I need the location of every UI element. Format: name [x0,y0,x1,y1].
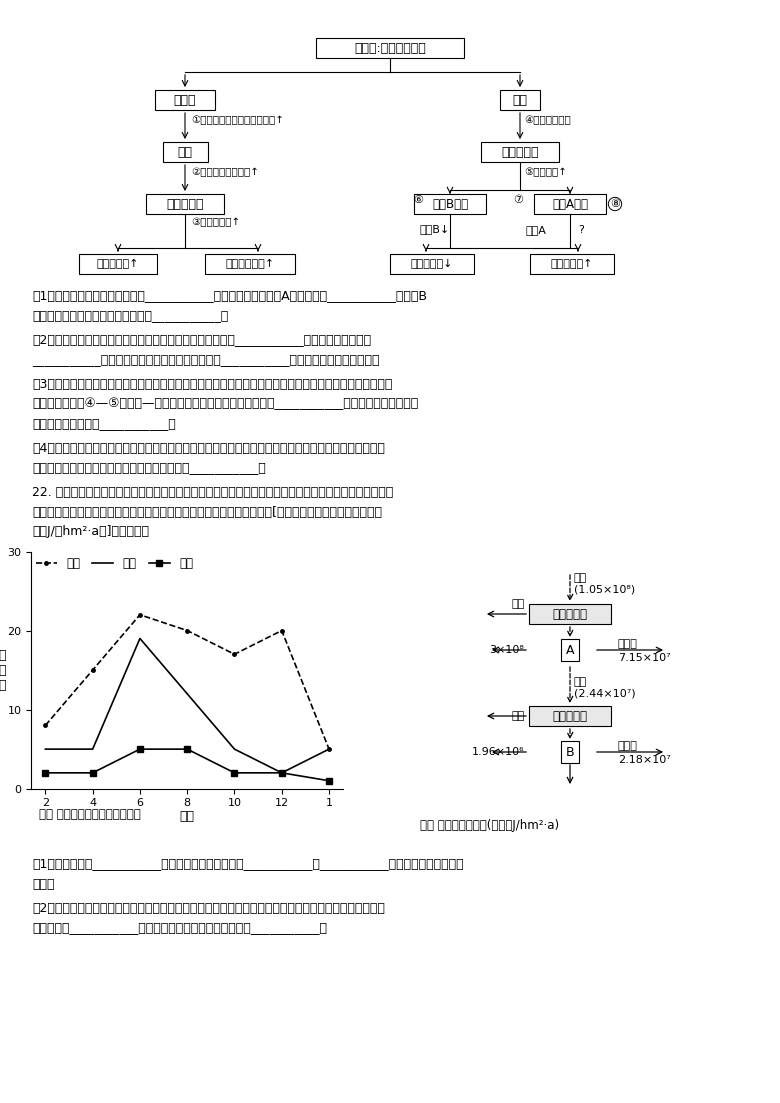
Text: 7.15×10⁷: 7.15×10⁷ [618,653,671,663]
Text: B: B [566,746,574,759]
Bar [414,194,486,214]
Text: ⑧: ⑧ [610,199,620,208]
中度 [183,687,192,700]
Text: (1.05×10⁸): (1.05×10⁸) [574,585,635,595]
Bar [162,142,207,162]
Bar [316,38,464,58]
X-axis label: 月份: 月份 [179,810,195,823]
Text: ③糖皮质激素↑: ③糖皮质激素↑ [191,217,240,227]
Text: 与糖皮质激素在血糖调节中的关系是___________。: 与糖皮质激素在血糖调节中的关系是___________。 [32,310,229,322]
轻度 [324,742,334,756]
Text: 呼吸量: 呼吸量 [618,639,638,649]
Text: ?: ? [578,225,584,235]
Text: 摄入: 摄入 [574,572,587,583]
Line: 中度: 中度 [45,639,329,773]
重度 [88,767,98,780]
Text: 1.96×10⁶: 1.96×10⁶ [471,747,524,757]
轻度 [135,608,144,621]
Line: 重度: 重度 [43,747,332,783]
Text: 图甲 不同群落物种数的动态变化: 图甲 不同群落物种数的动态变化 [39,808,140,822]
Bar [481,142,559,162]
Text: 3×10⁸: 3×10⁸ [489,645,524,655]
重度 [183,742,192,756]
Bar [529,706,611,726]
Text: （2）该入侵物种能分泌化学物质抑制其它植物生长发育，同时能引起昆虫和动物拒食。入侵物种与本地植: （2）该入侵物种能分泌化学物质抑制其它植物生长发育，同时能引起昆虫和动物拒食。入… [32,901,385,914]
Text: 激素B↓: 激素B↓ [420,225,450,235]
Text: 激素A: 激素A [525,225,546,235]
Text: 较小。: 较小。 [32,878,55,890]
轻度 [88,663,98,676]
Text: 创伤性糖尿病产生的主要机理：在应激状态下，___________。: 创伤性糖尿病产生的主要机理：在应激状态下，___________。 [32,461,266,474]
Text: 2.18×10⁷: 2.18×10⁷ [618,754,671,765]
Text: 摄入: 摄入 [574,677,587,687]
Text: ②促肾上腺皮质激素↑: ②促肾上腺皮质激素↑ [191,167,259,176]
Bar [534,194,606,214]
Text: 初级消费者: 初级消费者 [552,608,587,621]
Text: 蛋白质分解↑: 蛋白质分解↑ [97,259,140,269]
Bar [146,194,224,214]
Text: 呼吸量: 呼吸量 [618,741,638,751]
Text: 应激原:大面积烧伤等: 应激原:大面积烧伤等 [354,42,426,54]
Text: 战状态，但持续时间___________。: 战状态，但持续时间___________。 [32,418,176,430]
Text: ___________的运输，与肾上腺髓质细胞膜表面的___________结合，才能发挥调节作用。: ___________的运输，与肾上腺髓质细胞膜表面的___________结合… [32,353,380,366]
轻度 [277,624,286,638]
Bar [530,254,614,274]
Text: 图乙 能量流动示意图(单位：J/hm²·a): 图乙 能量流动示意图(单位：J/hm²·a) [420,820,559,833]
轻度 [41,719,50,732]
Legend: 轻度, 中度, 重度: 轻度, 中度, 重度 [31,553,198,575]
Text: 脂肪转化为糖↑: 脂肪转化为糖↑ [225,259,275,269]
轻度 [183,624,192,638]
重度 [277,767,286,780]
Text: 次级消费者: 次级消费者 [552,709,587,722]
Text: (2.44×10⁷): (2.44×10⁷) [574,689,636,699]
Text: ⑤肾上腺素↑: ⑤肾上腺素↑ [524,167,567,176]
Text: （3）人体全身应激反应一般分为警觉期、抵抗期和衰竭期三个阶段。警觉期是人体防御机制的快速动员期，: （3）人体全身应激反应一般分为警觉期、抵抗期和衰竭期三个阶段。警觉期是人体防御机… [32,377,392,390]
Text: 物之间构成___________关系，由此说明信息传递的作用是___________。: 物之间构成___________关系，由此说明信息传递的作用是_________… [32,921,327,934]
Text: 葡萄糖利用↓: 葡萄糖利用↓ [411,259,453,269]
Bar [155,90,215,110]
Y-axis label: 物
种
数: 物 种 数 [0,649,5,692]
Text: ⑥: ⑥ [413,195,423,205]
Text: ①促肾上腺皮质激素释放激素↑: ①促肾上腺皮质激素释放激素↑ [191,115,284,125]
Text: 粪便: 粪便 [512,599,525,609]
Text: A: A [566,643,574,656]
Text: 这一时期以途径④—⑤（交感—肾上腺髓质系统）为主，主要原因是___________。警觉期使机体处于应: 这一时期以途径④—⑤（交感—肾上腺髓质系统）为主，主要原因是__________… [32,397,418,410]
中度 [135,632,144,645]
Bar [205,254,295,274]
重度 [135,742,144,756]
Text: 22. 科学家发现一生态系统遭到某外来物种入侵，随即开展了轻度、中度、重度入侵区的群落植物多样性调: 22. 科学家发现一生态系统遭到某外来物种入侵，随即开展了轻度、中度、重度入侵区… [32,485,393,499]
Text: 垂体: 垂体 [178,146,193,159]
重度 [230,767,239,780]
Bar [529,604,611,624]
Text: 查，结果如图甲，同时对轻度入侵区的能量流动进行了研究，结果如图乙[注：图中数字为能量数值，单位: 查，结果如图甲，同时对轻度入侵区的能量流动进行了研究，结果如图乙[注：图中数字为… [32,505,382,518]
Text: （1）丰富度是指___________，其随入侵程度的增加而___________。___________入侵区植物物种数变化: （1）丰富度是指___________，其随入侵程度的增加而__________… [32,857,463,870]
Text: 肝糖原分解↑: 肝糖原分解↑ [551,259,594,269]
重度 [41,767,50,780]
Text: （4）大面积烧伤时，应激反应可持续数周，临床上会发现病人出现创伤性糖尿病。试根据图示过程分析，: （4）大面积烧伤时，应激反应可持续数周，临床上会发现病人出现创伤性糖尿病。试根据… [32,441,385,454]
Text: 肾上腺髓质: 肾上腺髓质 [502,146,539,159]
Text: 胰岛A细胞: 胰岛A细胞 [552,197,588,211]
中度 [230,742,239,756]
Bar [79,254,157,274]
中度 [41,742,50,756]
Text: 胰岛B细胞: 胰岛B细胞 [432,197,468,211]
Text: 肾上腺皮质: 肾上腺皮质 [166,197,204,211]
中度 [88,742,98,756]
Text: 下丘脑: 下丘脑 [174,94,197,107]
中度 [277,767,286,780]
Bar [390,254,474,274]
重度 [324,774,334,788]
Text: 粪便: 粪便 [512,711,525,721]
Text: 是：J/（hm²·a）]。请回答：: 是：J/（hm²·a）]。请回答： [32,525,149,538]
Text: （2）交感神经细胞与肾上腺髓质细胞之间交流的信号分子是___________，这种分子必须经过: （2）交感神经细胞与肾上腺髓质细胞之间交流的信号分子是___________，这… [32,333,371,346]
Bar [500,90,540,110]
Line: 轻度: 轻度 [44,613,331,751]
Text: 脑干: 脑干 [512,94,527,107]
Text: ④交感神经兴奋: ④交感神经兴奋 [524,115,571,125]
Text: ⑦: ⑦ [513,195,523,205]
Text: （1）图示应激反应的调节方式是___________。应激过程中，激素A的含量将会___________。激素B: （1）图示应激反应的调节方式是___________。应激过程中，激素A的含量将… [32,289,427,302]
中度 [324,742,334,756]
轻度 [230,647,239,661]
